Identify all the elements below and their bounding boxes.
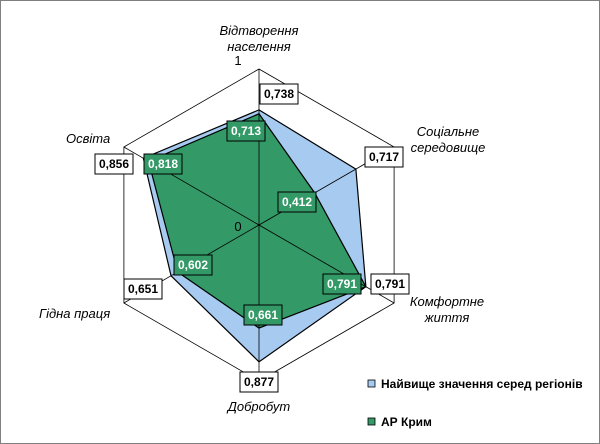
data-label-highest-2-frame <box>370 273 410 295</box>
data-label-crimea-1: 0,412 <box>282 195 312 209</box>
legend: Найвище значення серед регіонів АР Крим <box>367 377 583 429</box>
data-label-highest-3-frame <box>239 371 279 393</box>
data-label-highest-4-box: 0,651 <box>123 278 163 300</box>
data-label-crimea-0-box: 0,713 <box>226 120 266 142</box>
data-label-crimea-1-frame <box>277 191 317 213</box>
data-label-crimea-2-box: 0,791 <box>322 273 362 295</box>
legend-swatch-crimea <box>367 417 376 426</box>
data-label-highest-1-box: 0,717 <box>364 146 404 168</box>
data-label-highest-2-box: 0,791 <box>370 273 410 295</box>
data-label-crimea-1-box: 0,412 <box>277 191 317 213</box>
axis-label-5: Освіта <box>66 131 110 146</box>
data-label-highest-0-frame <box>259 83 299 105</box>
data-label-crimea-2-frame <box>322 273 362 295</box>
data-label-crimea-3-box: 0,661 <box>243 304 283 326</box>
data-label-highest-2: 0,791 <box>375 277 405 291</box>
data-label-highest-5: 0,856 <box>99 157 129 171</box>
data-label-crimea-2: 0,791 <box>327 277 357 291</box>
data-label-crimea-5: 0,818 <box>148 157 178 171</box>
tick-label-zero: 0 <box>234 219 241 234</box>
axis-label-2: Комфортне життя <box>410 294 484 325</box>
tick-label-max: 1 <box>234 53 241 68</box>
legend-label-crimea: АР Крим <box>381 415 432 429</box>
legend-swatch-highest <box>367 379 376 388</box>
axis-label-1: Соціальне середовище <box>411 124 486 155</box>
data-label-highest-3: 0,877 <box>244 375 274 389</box>
data-label-highest-5-box: 0,856 <box>94 153 134 175</box>
data-label-highest-3-box: 0,877 <box>239 371 279 393</box>
legend-label-highest: Найвище значення серед регіонів <box>381 377 583 391</box>
data-label-highest-4-frame <box>123 278 163 300</box>
data-label-crimea-0-frame <box>226 120 266 142</box>
radar-labels: 1 0 Відтворення населення Соціальне середов… <box>39 23 485 414</box>
data-label-highest-0: 0,738 <box>264 87 294 101</box>
axis-label-4: Гідна праця <box>39 306 110 321</box>
data-label-crimea-0: 0,713 <box>231 124 261 138</box>
data-label-crimea-4-box: 0,602 <box>173 254 213 276</box>
data-label-highest-0-box: 0,738 <box>259 83 299 105</box>
data-label-crimea-5-box: 0,818 <box>143 153 183 175</box>
data-label-highest-1-frame <box>364 146 404 168</box>
data-label-highest-4: 0,651 <box>128 282 158 296</box>
axis-label-0: Відтворення населення <box>219 23 298 54</box>
data-label-highest-1: 0,717 <box>369 150 399 164</box>
data-labels: 0,738 0,717 0,791 0,877 0,651 0,856 0,713 0,412… <box>94 83 410 393</box>
data-label-crimea-5-frame <box>143 153 183 175</box>
axis-label-3: Добробут <box>226 399 291 414</box>
data-label-crimea-4-frame <box>173 254 213 276</box>
data-label-highest-5-frame <box>94 153 134 175</box>
data-label-crimea-3-frame <box>243 304 283 326</box>
data-label-crimea-4: 0,602 <box>178 258 208 272</box>
data-label-crimea-3: 0,661 <box>248 308 278 322</box>
